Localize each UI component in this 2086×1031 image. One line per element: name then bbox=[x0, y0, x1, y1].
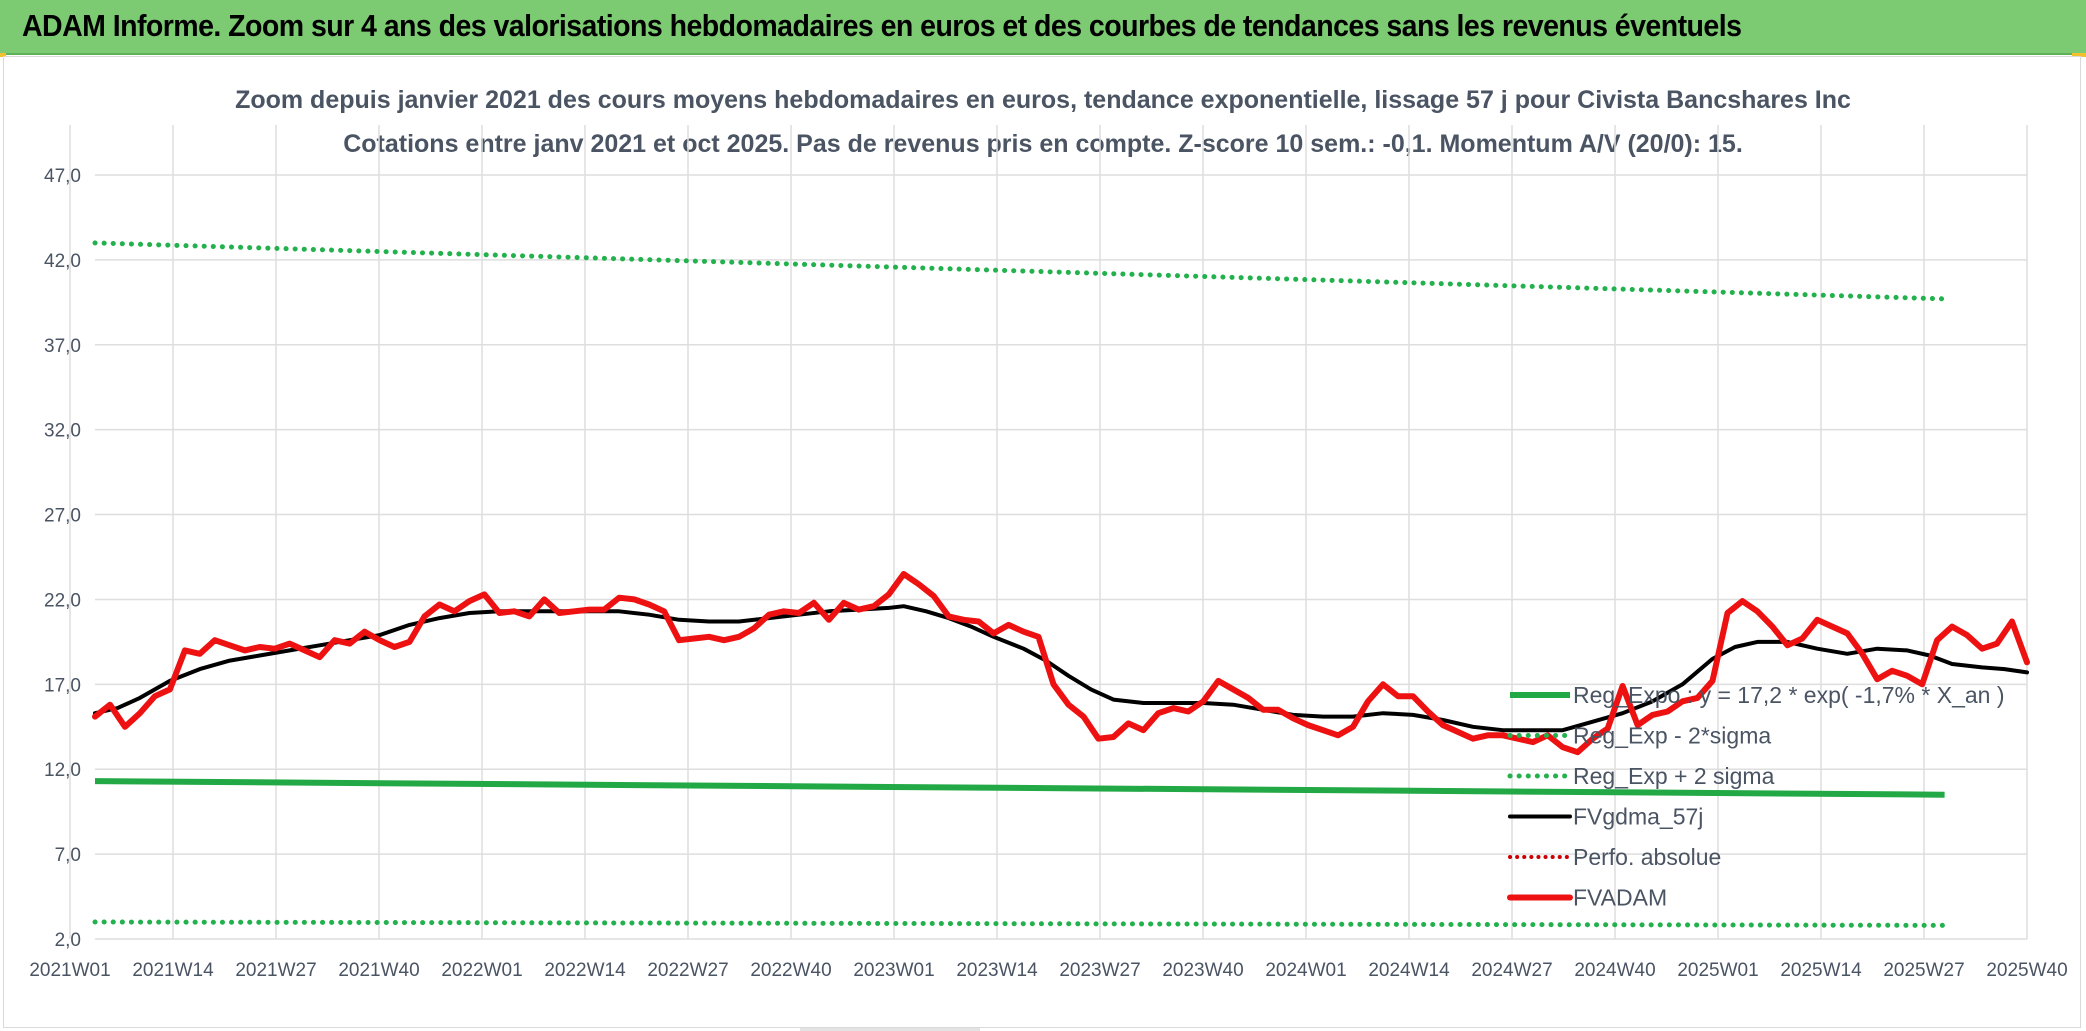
x-tick-label: 2024W40 bbox=[1574, 960, 1655, 981]
legend-label-reg_expo: Reg_Expo : y = 17,2 * exp( -1,7% * X_an … bbox=[1573, 682, 2005, 708]
x-tick-label: 2024W01 bbox=[1265, 960, 1346, 981]
series-line-fvadam bbox=[92, 571, 2030, 756]
legend-label-fvadam: FVADAM bbox=[1573, 885, 1667, 911]
y-tick-label: 17,0 bbox=[44, 675, 81, 696]
x-tick-label: 2022W27 bbox=[647, 960, 728, 981]
chart-title: Zoom depuis janvier 2021 des cours moyen… bbox=[235, 86, 1851, 114]
banner-accent-right bbox=[2072, 53, 2086, 57]
series-lines bbox=[92, 240, 2030, 928]
y-tick-label: 2,0 bbox=[55, 930, 81, 951]
banner-accent-left bbox=[0, 53, 6, 57]
series-line-reg_plus bbox=[92, 240, 1948, 302]
y-tick-label: 42,0 bbox=[44, 251, 81, 272]
x-tick-label: 2022W40 bbox=[750, 960, 831, 981]
x-tick-label: 2023W27 bbox=[1059, 960, 1140, 981]
x-tick-label: 2023W40 bbox=[1162, 960, 1243, 981]
x-tick-label: 2021W14 bbox=[132, 960, 214, 981]
y-tick-label: 47,0 bbox=[44, 166, 81, 187]
x-tick-label: 2025W14 bbox=[1780, 960, 1862, 981]
series-line-reg_expo bbox=[94, 778, 1945, 798]
x-tick-label: 2025W01 bbox=[1677, 960, 1758, 981]
x-tick-label: 2022W14 bbox=[544, 960, 626, 981]
y-tick-label: 27,0 bbox=[44, 506, 81, 527]
y-tick-label: 7,0 bbox=[55, 845, 81, 866]
report-title: ADAM Informe. Zoom sur 4 ans des valoris… bbox=[22, 8, 1742, 43]
x-tick-label: 2023W01 bbox=[853, 960, 934, 981]
x-tick-label: 2021W27 bbox=[235, 960, 316, 981]
y-axis-ticks: 47,0 42,0 37,0 32,0 27,0 22,0 17,0 12,0 7,0 2,0 bbox=[44, 166, 81, 951]
gridlines bbox=[69, 125, 2028, 940]
legend-label-perfo: Perfo. absolue bbox=[1573, 844, 1721, 870]
x-tick-label: 2021W40 bbox=[338, 960, 419, 981]
y-tick-label: 22,0 bbox=[44, 590, 81, 611]
legend: Reg_Expo : y = 17,2 * exp( -1,7% * X_an … bbox=[1507, 682, 2005, 911]
legend-label-fvgdma: FVgdma_57j bbox=[1573, 804, 1703, 830]
bottom-divider bbox=[800, 1028, 980, 1031]
x-tick-label: 2025W40 bbox=[1986, 960, 2067, 981]
x-tick-label: 2025W27 bbox=[1883, 960, 1964, 981]
chart-frame bbox=[3, 56, 2081, 1028]
y-tick-label: 37,0 bbox=[44, 336, 81, 357]
report-banner: ADAM Informe. Zoom sur 4 ans des valoris… bbox=[0, 0, 2086, 55]
legend-label-reg_plus: Reg_Exp + 2 sigma bbox=[1573, 763, 1775, 789]
legend-label-reg_minus: Reg_Exp - 2*sigma bbox=[1573, 723, 1771, 749]
chart-subtitle: Cotations entre janv 2021 et oct 2025. P… bbox=[343, 130, 1743, 158]
x-tick-label: 2024W14 bbox=[1368, 960, 1450, 981]
series-line-reg_minus bbox=[92, 919, 1948, 928]
series-line-fvgdma bbox=[93, 604, 2029, 733]
x-axis-ticks: 2021W01 2021W14 2021W27 2021W40 2022W01 2022W… bbox=[29, 960, 2067, 981]
y-tick-label: 12,0 bbox=[44, 760, 81, 781]
x-tick-label: 2022W01 bbox=[441, 960, 522, 981]
y-tick-label: 32,0 bbox=[44, 421, 81, 442]
x-tick-label: 2021W01 bbox=[29, 960, 110, 981]
x-tick-label: 2024W27 bbox=[1471, 960, 1552, 981]
x-tick-label: 2023W14 bbox=[956, 960, 1038, 981]
